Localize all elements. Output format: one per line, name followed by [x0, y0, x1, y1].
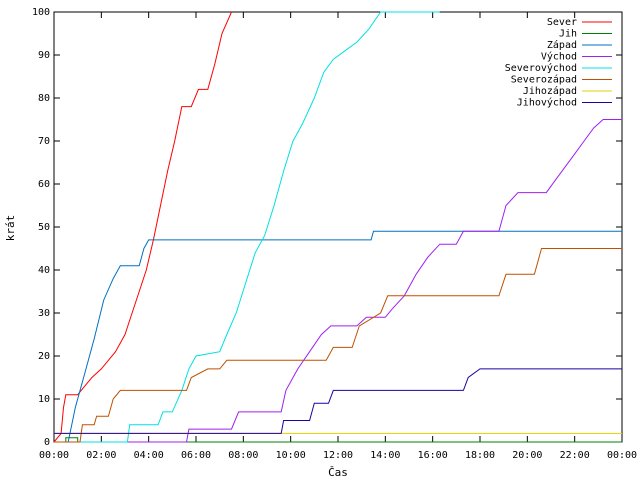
y-tick-label: 100	[32, 7, 50, 18]
x-tick-label: 18:00	[465, 450, 495, 461]
legend-label-jih: Jih	[559, 29, 577, 40]
y-tick-label: 40	[38, 265, 50, 276]
series-line-severovychod	[54, 11, 440, 443]
x-tick-label: 20:00	[512, 450, 542, 461]
y-axis-label: krát	[4, 215, 17, 242]
x-tick-label: 22:00	[560, 450, 590, 461]
legend-label-zapad: Západ	[547, 39, 577, 51]
series-line-sever	[53, 11, 232, 443]
legend-label-jihozapad: Jihozápad	[523, 85, 577, 97]
axis-ticks: 0 10 20 30 40 50 60 70 80 90 100 00:00 02:00 04:00 06:…	[32, 7, 637, 461]
y-tick-label: 0	[44, 437, 50, 448]
y-tick-label: 10	[38, 394, 50, 405]
x-tick-label: 08:00	[228, 450, 258, 461]
x-tick-label: 14:00	[370, 450, 400, 461]
legend: SeverJihZápadVýchodSeverovýchodSeverozáp…	[505, 17, 612, 109]
legend-label-sever: Sever	[547, 17, 577, 28]
x-tick-label: 12:00	[323, 450, 353, 461]
y-tick-label: 60	[38, 179, 50, 190]
x-tick-label: 02:00	[86, 450, 116, 461]
legend-label-severovychod: Severovýchod	[505, 62, 577, 74]
y-tick-label: 90	[38, 50, 50, 61]
series-line-zapad	[54, 230, 622, 443]
series-line-jihovychod	[54, 368, 622, 434]
x-tick-label: 00:00	[39, 450, 69, 461]
y-tick-label: 30	[38, 308, 50, 319]
series-lines	[53, 11, 622, 443]
y-tick-label: 20	[38, 351, 50, 362]
x-tick-label: 04:00	[134, 450, 164, 461]
series-line-severozapad	[54, 248, 622, 443]
legend-label-severozapad: Severozápad	[511, 74, 577, 86]
legend-label-jihovychod: Jihovýchod	[517, 97, 577, 109]
legend-label-vychod: Východ	[541, 51, 577, 63]
x-tick-label: 06:00	[181, 450, 211, 461]
x-tick-label: 00:00	[607, 450, 637, 461]
x-tick-label: 10:00	[276, 450, 306, 461]
y-tick-label: 50	[38, 222, 50, 233]
y-tick-label: 80	[38, 93, 50, 104]
y-tick-label: 70	[38, 136, 50, 147]
x-tick-label: 16:00	[418, 450, 448, 461]
series-line-vychod	[54, 119, 622, 443]
x-axis-label: Čas	[328, 466, 348, 479]
